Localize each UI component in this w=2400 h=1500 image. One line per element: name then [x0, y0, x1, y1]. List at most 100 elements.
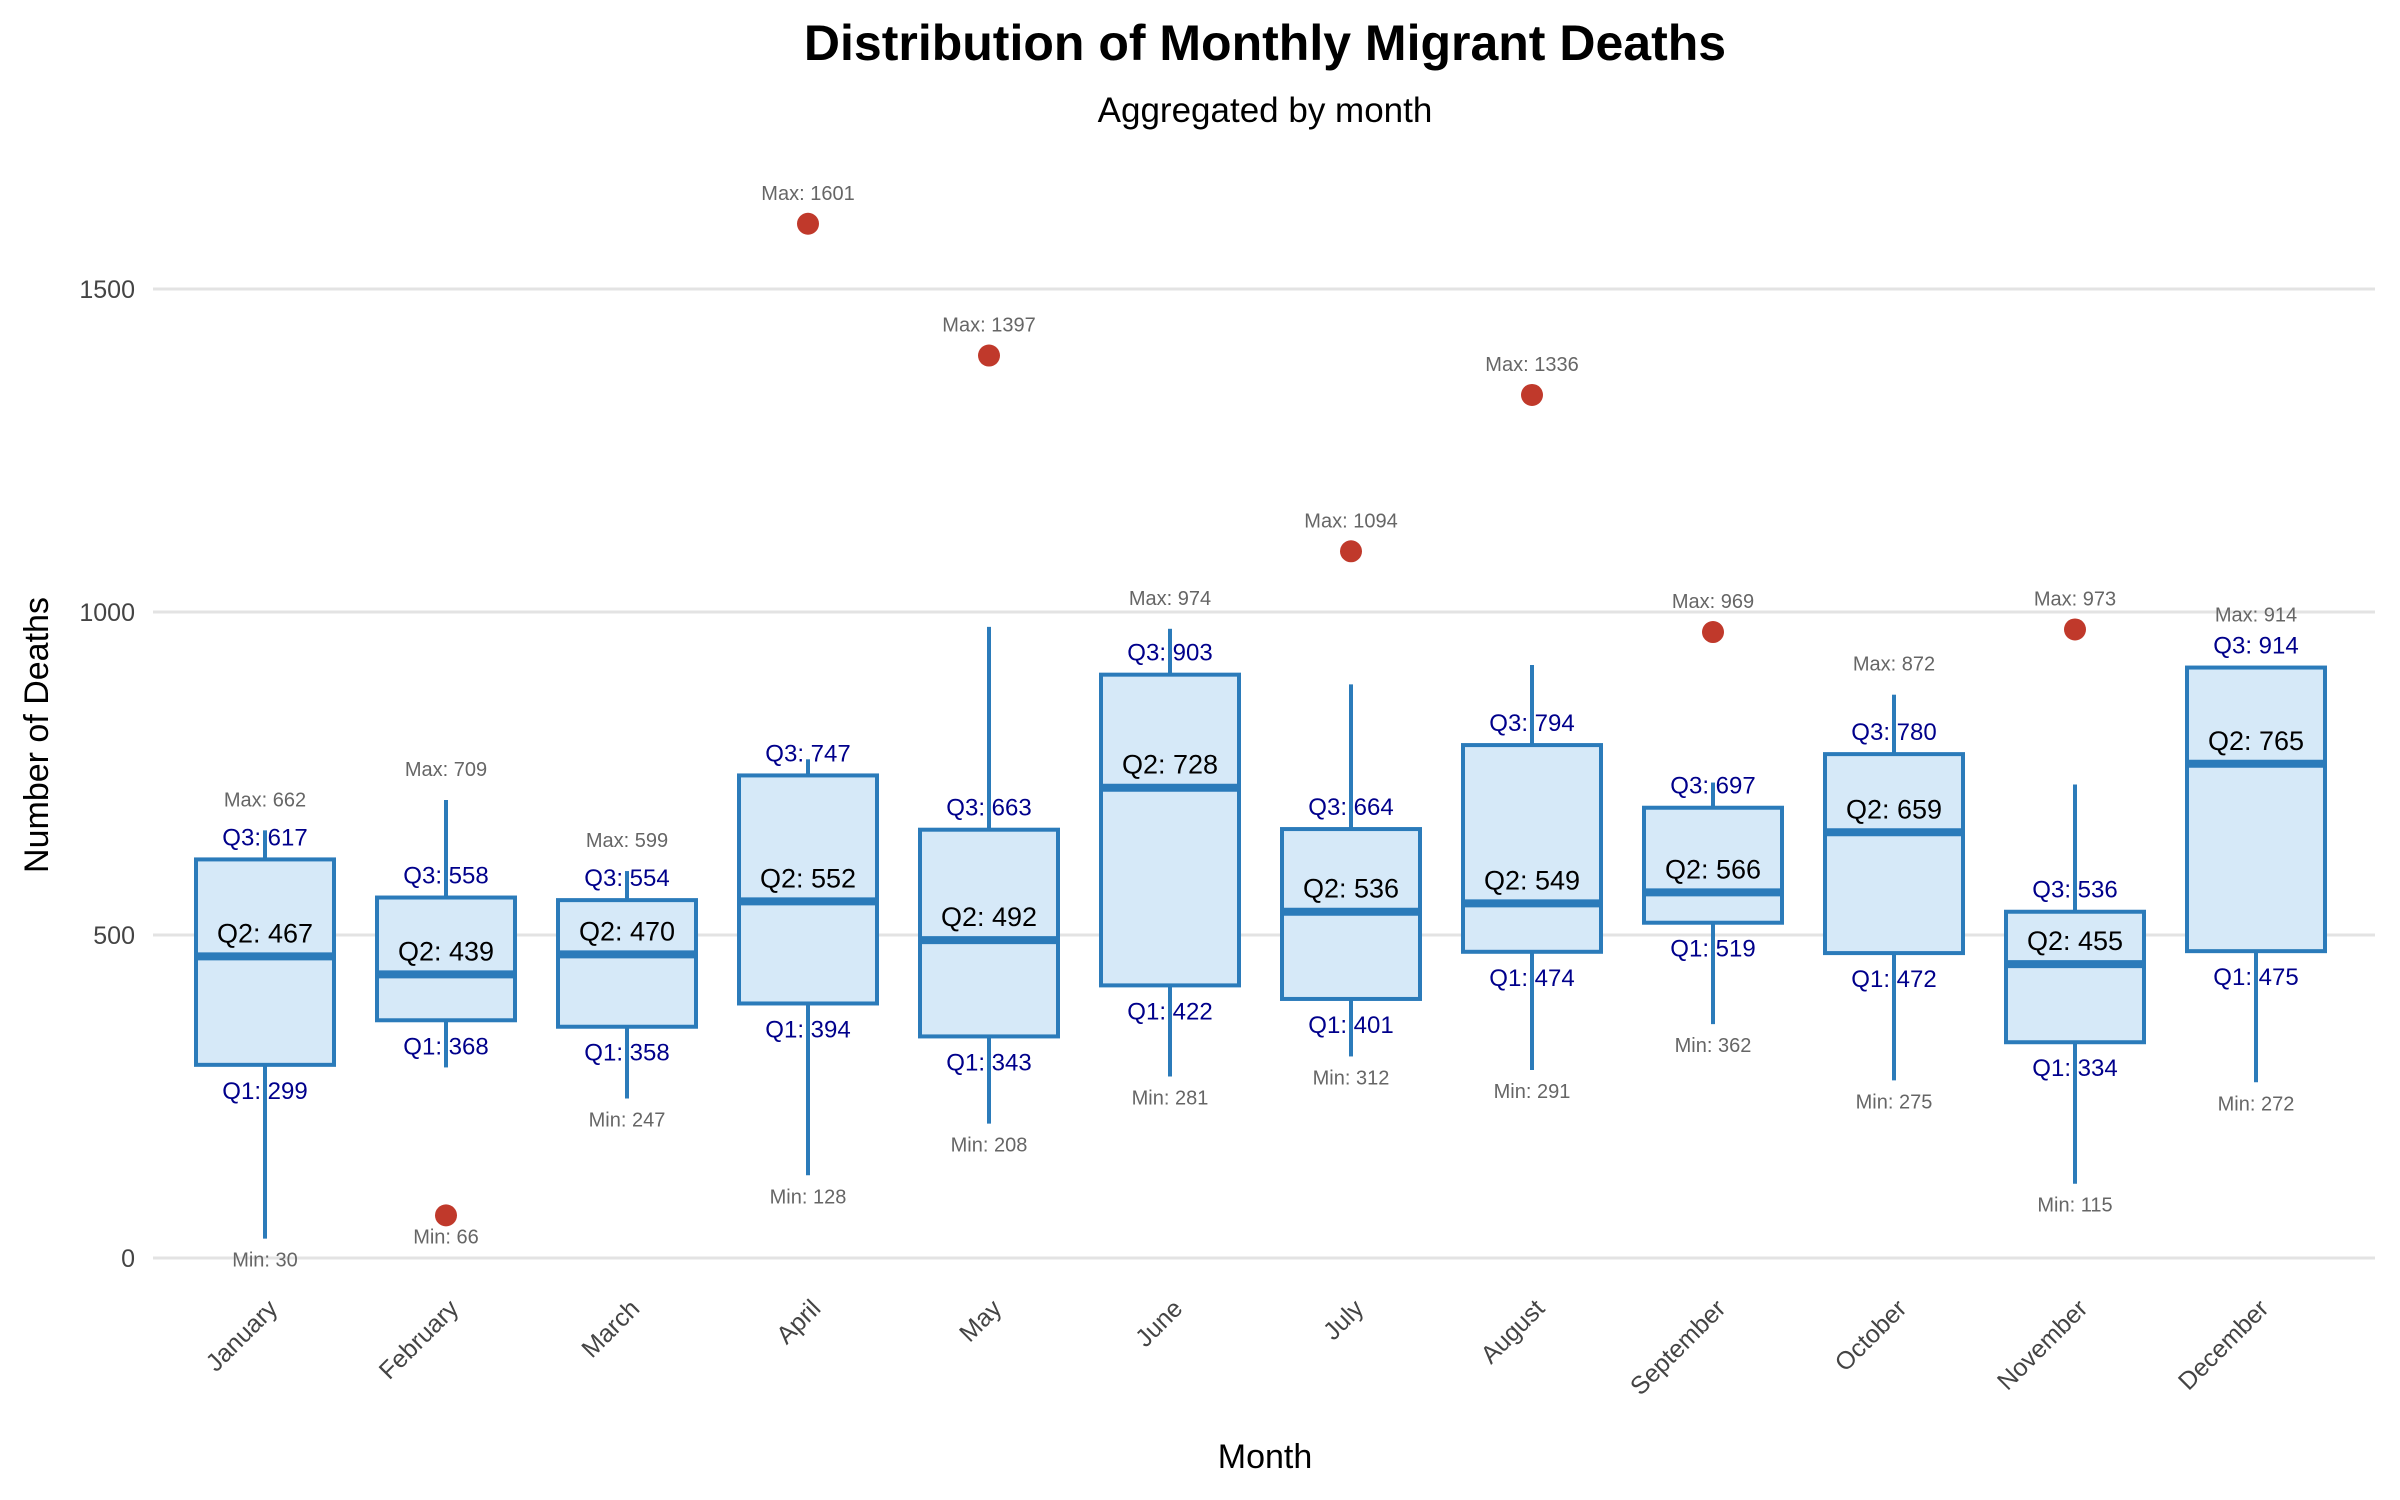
- box: [918, 827, 1060, 1039]
- min-label: Min: 312: [1313, 1067, 1390, 1089]
- q1-label: Q1: 358: [584, 1040, 669, 1067]
- x-tick-label: February: [374, 1294, 465, 1385]
- y-tick-label: 1000: [79, 599, 135, 627]
- min-label: Min: 128: [770, 1186, 847, 1208]
- max-label: Max: 662: [224, 789, 306, 811]
- x-axis-ticks: January February March April May June July Augu…: [201, 1294, 2275, 1401]
- q2-label: Q2: 552: [760, 863, 856, 893]
- q1-label: Q1: 474: [1489, 965, 1574, 992]
- q3-label: Q3: 536: [2032, 877, 2117, 904]
- q2-label: Q2: 549: [1484, 865, 1580, 895]
- q3-label: Q3: 558: [403, 863, 488, 890]
- outlier-point: [2064, 618, 2086, 641]
- y-axis-ticks: 0 500 1000 1500: [79, 276, 135, 1273]
- q1-label: Q1: 343: [946, 1049, 1031, 1076]
- box: [1461, 743, 1603, 954]
- q2-label: Q2: 765: [2208, 726, 2304, 756]
- q1-label: Q1: 368: [403, 1033, 488, 1060]
- q3-label: Q3: 747: [765, 740, 850, 767]
- q1-label: Q1: 422: [1127, 998, 1212, 1025]
- q3-label: Q3: 903: [1127, 640, 1212, 667]
- max-label: Max: 1397: [942, 315, 1035, 337]
- x-tick-label: January: [201, 1294, 284, 1377]
- max-label: Max: 973: [2034, 588, 2116, 610]
- box: [375, 895, 517, 1023]
- q1-label: Q1: 394: [765, 1016, 850, 1043]
- max-label: Max: 872: [1853, 654, 1935, 676]
- q2-label: Q2: 536: [1303, 874, 1399, 904]
- chart-subtitle: Aggregated by month: [1098, 91, 1433, 130]
- q1-label: Q1: 519: [1670, 936, 1755, 963]
- y-tick-label: 500: [93, 922, 135, 950]
- x-tick-label: March: [576, 1294, 645, 1363]
- q3-label: Q3: 697: [1670, 773, 1755, 800]
- box: [1642, 805, 1784, 925]
- chart-title: Distribution of Monthly Migrant Deaths: [804, 15, 1726, 71]
- min-label: Min: 115: [2037, 1195, 2112, 1217]
- x-tick-label: September: [1625, 1294, 1731, 1400]
- min-label: Min: 66: [413, 1226, 479, 1248]
- outlier-point: [797, 212, 819, 235]
- min-label: Min: 362: [1675, 1035, 1752, 1057]
- outlier-point: [1521, 383, 1543, 406]
- q2-label: Q2: 659: [1846, 794, 1942, 824]
- box: [2004, 909, 2146, 1045]
- box: [2185, 665, 2327, 954]
- min-label: Min: 275: [1856, 1091, 1933, 1113]
- outlier-point: [1340, 540, 1362, 563]
- y-tick-label: 1500: [79, 276, 135, 304]
- outlier-point: [435, 1204, 457, 1227]
- min-label: Min: 30: [232, 1250, 298, 1272]
- q1-label: Q1: 401: [1308, 1012, 1393, 1039]
- x-tick-label: April: [771, 1294, 826, 1349]
- x-tick-label: August: [1475, 1294, 1550, 1369]
- max-label: Max: 914: [2215, 605, 2297, 627]
- q3-label: Q3: 664: [1308, 794, 1393, 821]
- q3-label: Q3: 780: [1851, 719, 1936, 746]
- max-label: Max: 1601: [761, 183, 854, 205]
- q2-label: Q2: 492: [941, 902, 1037, 932]
- y-tick-label: 0: [121, 1245, 135, 1273]
- x-tick-label: November: [1992, 1294, 2093, 1395]
- q2-label: Q2: 566: [1665, 854, 1761, 884]
- x-tick-label: October: [1830, 1294, 1913, 1377]
- min-label: Min: 208: [951, 1135, 1028, 1157]
- max-label: Max: 974: [1129, 588, 1211, 610]
- box: [737, 773, 879, 1006]
- q2-label: Q2: 470: [579, 916, 675, 946]
- outlier-point: [978, 344, 1000, 367]
- max-label: Max: 709: [405, 759, 487, 781]
- q2-label: Q2: 439: [398, 936, 494, 966]
- q1-label: Q1: 299: [222, 1078, 307, 1105]
- q3-label: Q3: 617: [222, 824, 307, 851]
- q3-label: Q3: 794: [1489, 710, 1574, 737]
- box: [194, 857, 336, 1067]
- min-label: Min: 272: [2218, 1093, 2295, 1115]
- max-label: Max: 1094: [1304, 510, 1397, 532]
- q3-label: Q3: 554: [584, 865, 669, 892]
- q3-label: Q3: 914: [2213, 633, 2298, 660]
- q1-label: Q1: 475: [2213, 964, 2298, 991]
- x-tick-label: June: [1130, 1294, 1188, 1352]
- box: [1099, 672, 1241, 988]
- q2-label: Q2: 467: [217, 918, 313, 948]
- x-tick-label: December: [2173, 1294, 2274, 1395]
- q3-label: Q3: 663: [946, 795, 1031, 822]
- q2-label: Q2: 455: [2027, 926, 2123, 956]
- box: [1823, 752, 1965, 956]
- max-label: Max: 1336: [1485, 354, 1578, 376]
- min-label: Min: 281: [1132, 1087, 1209, 1109]
- q1-label: Q1: 472: [1851, 966, 1936, 993]
- max-label: Max: 599: [586, 830, 668, 852]
- outlier-point: [1702, 621, 1724, 644]
- x-tick-label: May: [954, 1294, 1008, 1348]
- x-axis-title: Month: [1218, 1438, 1313, 1476]
- y-axis-title: Number of Deaths: [18, 597, 56, 873]
- boxes: Q3: 617 Q2: 467 Q1: 299 Min: 30 Max: 662 Q3: …: [194, 183, 2327, 1272]
- x-tick-label: July: [1318, 1294, 1370, 1346]
- q2-label: Q2: 728: [1122, 750, 1218, 780]
- min-label: Min: 247: [589, 1109, 666, 1131]
- q1-label: Q1: 334: [2032, 1055, 2117, 1082]
- box: [556, 898, 698, 1029]
